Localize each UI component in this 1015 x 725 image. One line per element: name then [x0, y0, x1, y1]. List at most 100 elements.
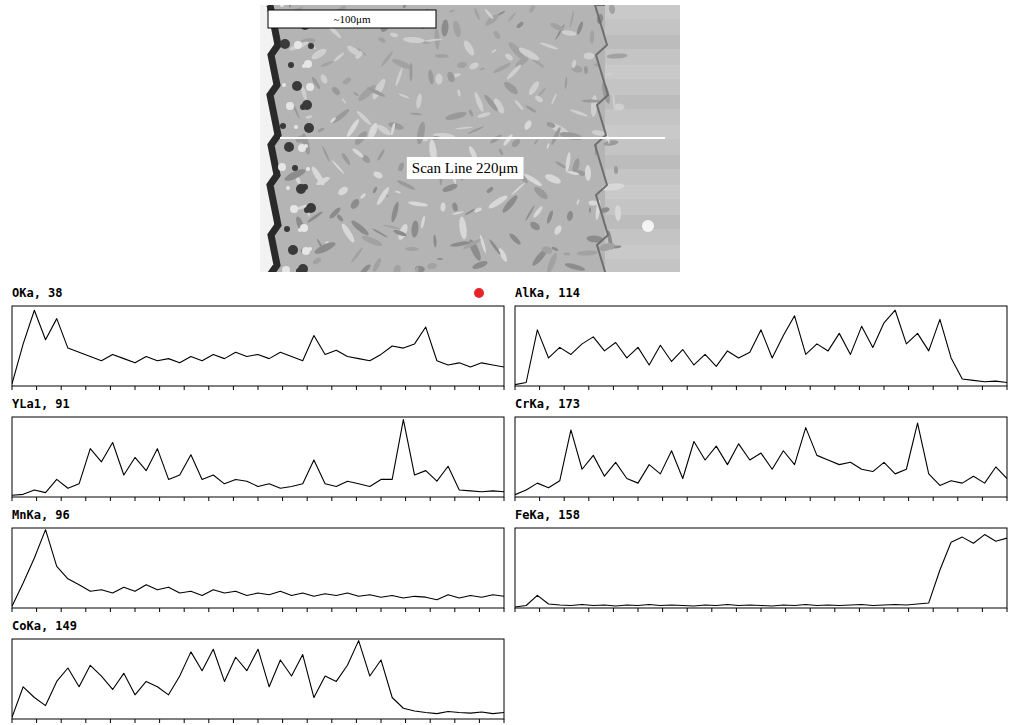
substrate-band	[605, 125, 680, 139]
grain	[435, 73, 442, 84]
x-tick	[613, 497, 614, 501]
x-tick	[662, 386, 663, 390]
grain	[376, 149, 385, 162]
edge-grain	[280, 123, 286, 129]
x-tick	[736, 608, 737, 612]
x-tick	[613, 386, 614, 390]
panel-title: MnKa, 96	[12, 508, 70, 522]
grain	[336, 214, 344, 223]
grain	[341, 98, 346, 104]
grain	[358, 263, 372, 272]
x-tick	[258, 497, 259, 501]
x-tick	[110, 608, 111, 612]
x-tick	[454, 608, 455, 612]
grain	[378, 36, 387, 44]
plot-area	[12, 420, 504, 496]
grain	[405, 247, 419, 251]
grain	[361, 234, 384, 248]
x-tick	[687, 608, 688, 612]
grain	[445, 110, 468, 121]
edge-dark	[268, 5, 278, 272]
edge-grain	[304, 144, 308, 148]
grain	[440, 202, 445, 211]
grain	[506, 63, 523, 80]
grain	[330, 85, 341, 96]
x-tick	[430, 719, 431, 723]
x-tick	[12, 386, 13, 390]
grain	[337, 185, 350, 197]
x-tick	[539, 386, 540, 390]
x-tick	[307, 608, 308, 612]
grain	[390, 122, 396, 135]
grain	[555, 160, 568, 169]
grain	[397, 162, 405, 172]
x-tick	[331, 497, 332, 501]
x-tick	[85, 497, 86, 501]
grain	[462, 39, 477, 57]
x-tick	[638, 497, 639, 501]
x-tick	[588, 497, 589, 501]
grain	[492, 30, 501, 40]
x-tick	[12, 497, 13, 501]
edge-grain	[280, 39, 290, 49]
x-tick	[982, 497, 983, 501]
panel-title: CoKa, 149	[12, 619, 77, 633]
x-tick	[736, 497, 737, 501]
x-tick	[233, 497, 234, 501]
plot-area	[12, 310, 504, 384]
grain	[541, 245, 554, 255]
grain	[523, 119, 533, 131]
x-tick	[504, 608, 505, 612]
x-tick	[61, 497, 62, 501]
grain	[366, 86, 386, 98]
x-tick	[810, 386, 811, 390]
grain	[534, 94, 544, 104]
grain	[511, 182, 526, 196]
grain	[514, 99, 525, 111]
x-tick	[381, 386, 382, 390]
edge-grain	[308, 247, 312, 251]
x-tick	[61, 608, 62, 612]
x-tick	[933, 608, 934, 612]
plot-frame	[515, 528, 1007, 608]
grain	[563, 252, 570, 256]
grain	[350, 219, 371, 238]
grain	[410, 112, 422, 115]
grain	[312, 256, 322, 265]
grain	[408, 201, 428, 208]
grain	[533, 139, 538, 145]
grain	[441, 19, 449, 37]
x-tick	[307, 719, 308, 723]
panel: FeKa, 158	[515, 508, 1007, 612]
x-tick	[258, 608, 259, 612]
grain	[528, 220, 541, 232]
grain	[492, 62, 512, 75]
x-tick	[785, 497, 786, 501]
grain	[457, 61, 468, 68]
x-tick	[479, 386, 480, 390]
x-tick	[184, 608, 185, 612]
edge-grain	[302, 100, 312, 110]
grain	[415, 121, 426, 145]
x-tick	[430, 386, 431, 390]
substrate-band	[605, 245, 680, 259]
grain	[501, 194, 520, 215]
scan-line	[280, 137, 665, 139]
x-tick	[933, 386, 934, 390]
x-tick	[356, 386, 357, 390]
grain	[482, 93, 499, 112]
x-tick	[834, 497, 835, 501]
x-tick	[85, 608, 86, 612]
grain	[415, 266, 419, 272]
grain	[588, 200, 597, 205]
profile-line	[12, 641, 504, 718]
x-tick	[1007, 386, 1008, 390]
edge-grain	[280, 5, 284, 7]
panel: YLa1, 91	[12, 397, 504, 501]
edge-grain	[308, 43, 314, 49]
grain	[449, 9, 455, 13]
grain	[372, 170, 384, 180]
x-tick	[834, 386, 835, 390]
x-tick	[957, 497, 958, 501]
grain	[576, 250, 597, 256]
